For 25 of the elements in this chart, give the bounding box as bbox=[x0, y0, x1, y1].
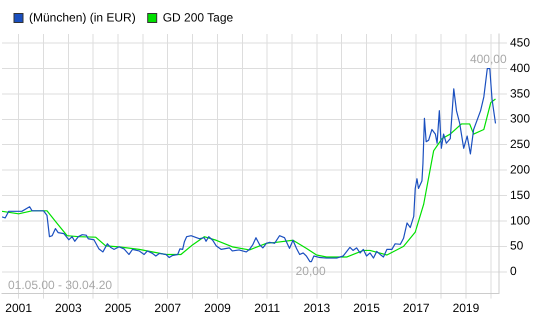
y-tick-label: 350 bbox=[510, 86, 530, 100]
x-tick-label: 2017 bbox=[402, 301, 430, 316]
x-tick-label: 2011 bbox=[254, 301, 280, 316]
y-tick-label: 50 bbox=[510, 238, 524, 253]
x-tick-label: 2007 bbox=[154, 301, 182, 316]
annotation: 01.05.00 - 30.04.20 bbox=[8, 278, 112, 292]
x-tick-label: 2009 bbox=[204, 301, 232, 316]
y-tick-label: 300 bbox=[510, 112, 530, 126]
y-tick-label: 450 bbox=[510, 35, 530, 50]
x-tick-label: 2013 bbox=[303, 301, 331, 316]
x-tick-label: 2001 bbox=[5, 301, 32, 316]
x-tick-label: 2003 bbox=[54, 301, 82, 316]
x-tick-label: 2019 bbox=[452, 301, 480, 316]
legend-label: (München) (in EUR) bbox=[29, 10, 136, 24]
y-tick-label: 200 bbox=[510, 162, 530, 176]
y-tick-label: 400 bbox=[510, 60, 530, 75]
legend-label: GD 200 Tage bbox=[162, 10, 234, 24]
y-tick-label: 250 bbox=[510, 137, 530, 152]
x-tick-label: 2015 bbox=[353, 301, 380, 316]
annotation: 400,00 bbox=[470, 52, 507, 66]
x-tick-label: 2005 bbox=[104, 301, 132, 316]
y-tick-label: 0 bbox=[510, 264, 517, 278]
y-tick-label: 100 bbox=[510, 213, 530, 228]
y-tick-label: 150 bbox=[510, 188, 530, 202]
annotation: 20,00 bbox=[296, 264, 326, 278]
